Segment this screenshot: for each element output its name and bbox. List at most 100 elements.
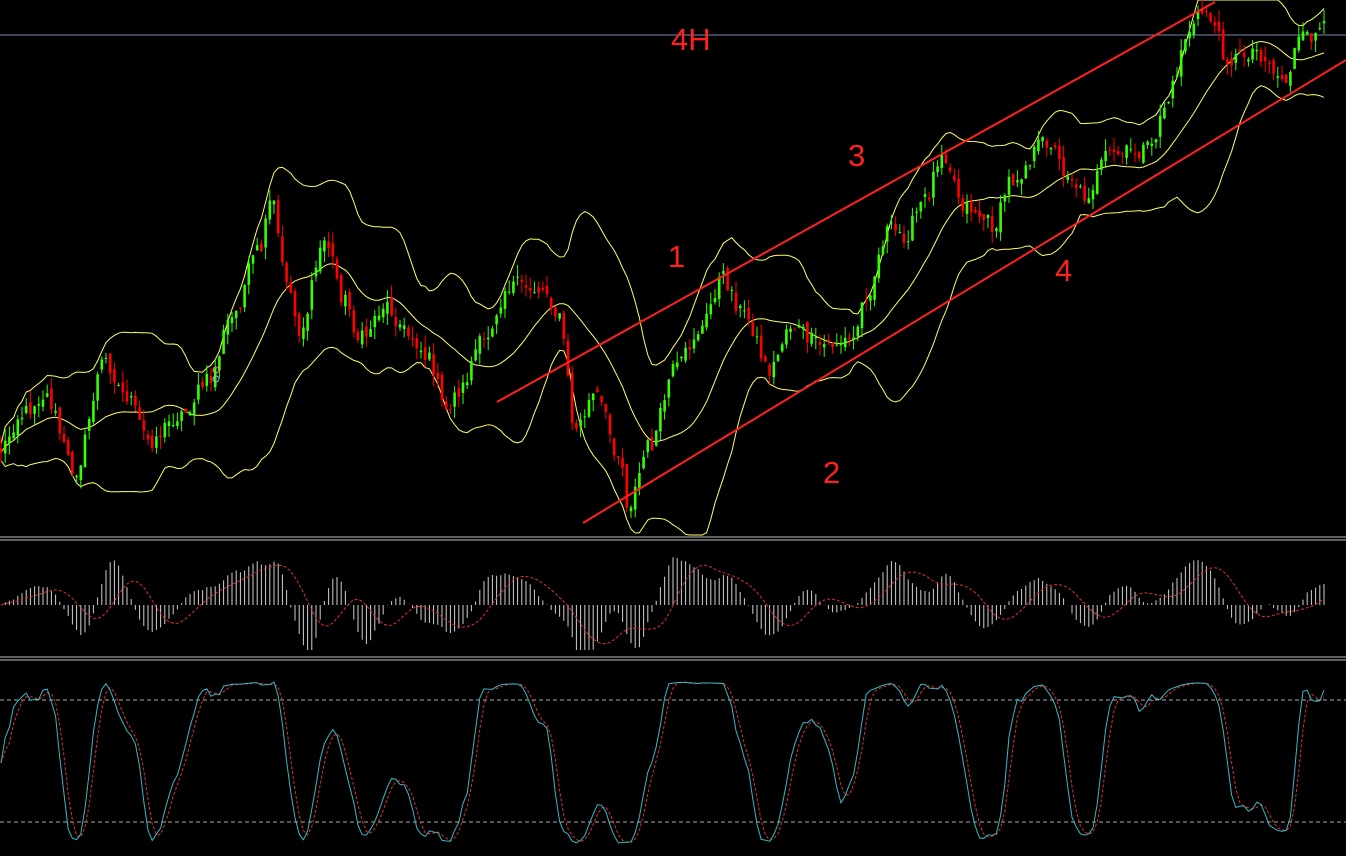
candle-body — [654, 430, 658, 446]
candle-body — [16, 419, 20, 436]
candle-body — [1007, 176, 1011, 195]
candle-body — [1276, 76, 1280, 78]
candle-body — [835, 344, 839, 346]
candle-body — [117, 385, 120, 387]
candle-body — [12, 432, 15, 438]
candle-body — [1095, 170, 1099, 194]
candle-body — [633, 486, 637, 510]
candle-body — [541, 288, 545, 290]
candle-body — [1129, 149, 1133, 151]
candle-body — [831, 342, 834, 347]
candle-body — [822, 344, 826, 348]
candle-body — [932, 171, 935, 198]
candle-body — [390, 296, 393, 316]
candle-body — [780, 344, 784, 352]
candle-body — [1100, 159, 1103, 170]
candle-body — [100, 359, 104, 370]
candle-body — [1154, 139, 1158, 143]
candle-body — [848, 337, 851, 339]
candle-body — [1079, 186, 1082, 188]
candle-body — [860, 302, 864, 329]
candle-body — [251, 255, 255, 264]
candle-body — [314, 267, 318, 277]
candle-body — [20, 417, 24, 420]
candle-body — [1125, 145, 1128, 159]
candle-body — [92, 400, 95, 423]
candle-body — [1213, 22, 1217, 26]
candle-body — [1259, 49, 1263, 62]
candle-body — [894, 224, 897, 231]
candle-body — [1108, 149, 1112, 151]
candle-body — [995, 228, 998, 232]
candle-body — [1289, 72, 1292, 86]
candle-body — [167, 421, 171, 427]
candle-body — [961, 198, 965, 211]
candle-body — [188, 412, 192, 416]
candle-body — [407, 327, 410, 336]
main-price-pane[interactable] — [0, 0, 1346, 536]
candle-body — [1318, 27, 1322, 29]
candle-body — [29, 402, 32, 415]
candle-body — [923, 194, 927, 197]
candle-body — [747, 307, 750, 320]
candle-body — [1175, 75, 1179, 78]
candle-body — [688, 346, 692, 350]
macd-indicator-pane[interactable] — [0, 557, 1325, 650]
candle-body — [453, 392, 456, 407]
candle-body — [87, 418, 91, 431]
candle-body — [436, 372, 440, 380]
candle-body — [940, 153, 944, 168]
candle-body — [33, 406, 36, 414]
candle-body — [608, 414, 612, 435]
candle-body — [743, 310, 746, 312]
stochastic-indicator-pane[interactable] — [0, 681, 1346, 844]
candle-body — [1032, 146, 1036, 162]
candle-body — [1104, 150, 1107, 162]
candle-body — [974, 209, 977, 213]
candle-body — [549, 297, 553, 309]
candle-body — [255, 245, 259, 251]
candle-body — [491, 328, 494, 337]
candle-body — [638, 472, 641, 490]
candle-body — [898, 232, 902, 234]
candle-body — [776, 354, 780, 361]
candle-body — [134, 395, 137, 406]
candle-body — [104, 357, 108, 359]
candle-body — [1066, 176, 1070, 180]
candle-body — [335, 259, 339, 279]
candle-body — [1192, 23, 1196, 35]
candle-body — [180, 411, 183, 421]
candle-body — [1217, 21, 1221, 32]
candle-body — [982, 214, 986, 220]
candle-body — [428, 352, 431, 360]
candle-body — [1179, 50, 1183, 77]
candle-body — [948, 167, 952, 172]
candle-body — [566, 340, 570, 376]
candle-body — [285, 263, 288, 283]
candle-body — [969, 201, 973, 213]
candle-body — [516, 276, 519, 278]
candle-body — [915, 211, 918, 213]
candle-body — [1310, 33, 1313, 43]
candle-body — [881, 246, 885, 255]
candle-body — [1230, 58, 1233, 66]
candle-body — [8, 436, 11, 443]
candle-body — [1158, 115, 1162, 137]
candle-body — [3, 440, 7, 454]
candle-body — [293, 291, 297, 317]
candle-body — [575, 422, 578, 429]
candle-body — [1003, 195, 1007, 202]
candle-body — [617, 456, 620, 458]
candle-body — [772, 361, 776, 378]
candle-body — [1137, 152, 1141, 159]
candle-body — [461, 382, 465, 393]
candle-body — [965, 201, 969, 214]
candle-body — [696, 334, 700, 341]
candle-body — [839, 342, 843, 346]
candle-body — [226, 319, 230, 335]
candle-body — [281, 236, 284, 263]
candle-body — [50, 388, 53, 410]
candle-body — [478, 336, 482, 354]
